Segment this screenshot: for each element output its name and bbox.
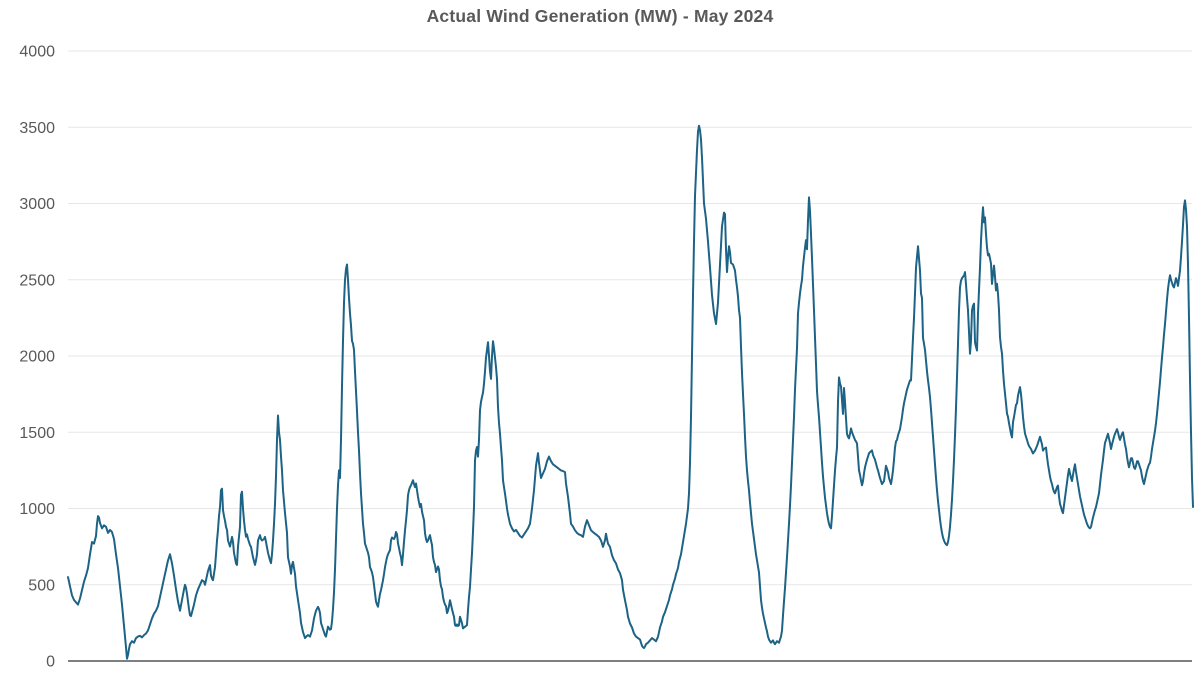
y-tick-label: 1500 [19,425,55,442]
chart-title: Actual Wind Generation (MW) - May 2024 [426,6,774,26]
y-tick-label: 3500 [19,120,55,137]
y-tick-label: 2500 [19,272,55,289]
y-tick-label: 4000 [19,44,55,61]
wind-generation-line [67,124,1194,660]
y-tick-label: 0 [46,654,55,671]
y-tick-label: 2000 [19,349,55,366]
y-tick-label: 500 [28,577,55,594]
y-tick-label: 3000 [19,196,55,213]
y-tick-label: 1000 [19,501,55,518]
